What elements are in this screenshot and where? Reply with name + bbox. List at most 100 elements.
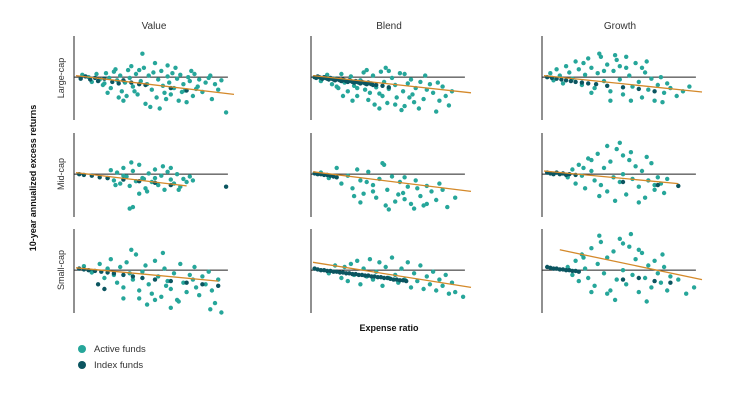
- active-fund-point: [652, 258, 657, 263]
- active-fund-point: [605, 62, 610, 67]
- active-fund-point: [176, 187, 181, 192]
- active-fund-point: [154, 95, 159, 100]
- active-fund-point: [190, 93, 196, 99]
- active-fund-point: [159, 294, 164, 299]
- active-fund-point: [437, 98, 442, 103]
- active-fund-point: [649, 161, 654, 166]
- active-fund-point: [646, 87, 651, 92]
- active-fund-point: [105, 266, 110, 271]
- active-fund-point: [165, 278, 170, 284]
- active-fund-point: [627, 157, 632, 163]
- active-fund-point: [581, 60, 586, 66]
- active-fund-point: [364, 67, 369, 73]
- active-fund-point: [127, 183, 132, 189]
- active-fund-point: [399, 266, 404, 271]
- active-fund-point: [355, 258, 360, 263]
- active-fund-point: [165, 169, 170, 174]
- active-fund-point: [152, 258, 158, 263]
- active-fund-point: [355, 93, 360, 99]
- active-fund-point: [586, 56, 591, 61]
- active-fund-point: [192, 71, 197, 77]
- active-fund-point: [597, 233, 602, 238]
- active-fund-point: [334, 165, 339, 171]
- active-fund-point: [168, 177, 173, 182]
- index-fund-point: [334, 175, 339, 180]
- active-fund-point: [617, 77, 622, 82]
- active-fund-point: [383, 264, 388, 270]
- active-fund-point: [140, 269, 145, 274]
- active-fund-point: [129, 247, 134, 252]
- active-fund-point: [209, 96, 215, 102]
- trend-line: [75, 171, 187, 187]
- active-fund-point: [200, 274, 205, 279]
- active-fund-point: [361, 191, 366, 196]
- active-fund-point: [351, 83, 357, 89]
- active-fund-point: [137, 162, 142, 167]
- active-fund-point: [190, 178, 196, 183]
- active-fund-point: [416, 106, 422, 111]
- active-fund-point: [636, 200, 641, 205]
- active-fund-point: [181, 82, 186, 87]
- active-fund-point: [633, 164, 638, 169]
- active-fund-point: [617, 63, 622, 69]
- active-fund-point: [548, 71, 553, 76]
- active-fund-point: [608, 288, 613, 293]
- active-fund-point: [617, 236, 622, 241]
- active-fund-point: [605, 189, 610, 194]
- active-fund-point: [114, 280, 120, 285]
- index-fund-point: [570, 268, 575, 274]
- active-fund-point: [644, 154, 649, 160]
- active-fund-point: [411, 271, 417, 276]
- active-fund-point: [157, 106, 162, 111]
- trend-line: [312, 171, 472, 193]
- index-fund-point: [557, 267, 562, 272]
- active-fund-point: [163, 283, 169, 288]
- active-fund-point: [334, 84, 339, 89]
- active-fund-point: [137, 191, 142, 196]
- active-fund-point: [103, 71, 109, 76]
- active-fund-point: [608, 159, 613, 164]
- active-fund-point: [380, 161, 385, 166]
- active-fund-point: [582, 72, 588, 78]
- active-fund-point: [576, 278, 581, 284]
- index-fund-point: [374, 82, 379, 88]
- active-fund-point: [339, 275, 344, 281]
- active-fund-point: [687, 84, 692, 89]
- panel-small-cap-growth: [541, 229, 703, 313]
- active-fund-point: [358, 200, 363, 205]
- active-fund-point: [372, 102, 377, 107]
- active-fund-point: [434, 109, 439, 114]
- active-fund-point: [582, 266, 588, 271]
- active-fund-point: [212, 82, 218, 87]
- active-fund-point: [162, 266, 167, 271]
- index-fund-point: [381, 275, 387, 281]
- active-fund-point: [358, 282, 363, 287]
- active-fund-point: [124, 93, 129, 99]
- index-fund-point: [168, 278, 173, 284]
- active-fund-point: [642, 275, 648, 281]
- active-fund-point: [620, 172, 626, 177]
- active-fund-point: [168, 286, 173, 292]
- row-label-small-cap: Small-cap: [56, 250, 66, 290]
- index-fund-point: [370, 82, 376, 88]
- index-fund-point: [318, 268, 324, 273]
- active-fund-point: [184, 100, 189, 105]
- active-fund-point: [133, 252, 139, 257]
- active-fund-point: [396, 192, 401, 197]
- active-fund-point: [597, 193, 602, 199]
- active-fund-point: [612, 297, 618, 303]
- active-fund-point: [408, 285, 414, 290]
- active-fund-point: [424, 201, 429, 207]
- active-fund-point: [380, 93, 385, 99]
- active-fund-point: [418, 193, 423, 199]
- index-funds-swatch-icon: [78, 361, 86, 369]
- active-fund-point: [192, 264, 197, 270]
- active-fund-point: [589, 65, 594, 71]
- active-fund-point: [173, 65, 178, 71]
- index-fund-point: [620, 179, 626, 185]
- index-fund-point: [386, 85, 391, 90]
- active-fund-point: [446, 103, 452, 108]
- index-fund-point: [344, 271, 349, 276]
- active-fund-point: [370, 73, 376, 78]
- active-fund-point: [187, 272, 192, 278]
